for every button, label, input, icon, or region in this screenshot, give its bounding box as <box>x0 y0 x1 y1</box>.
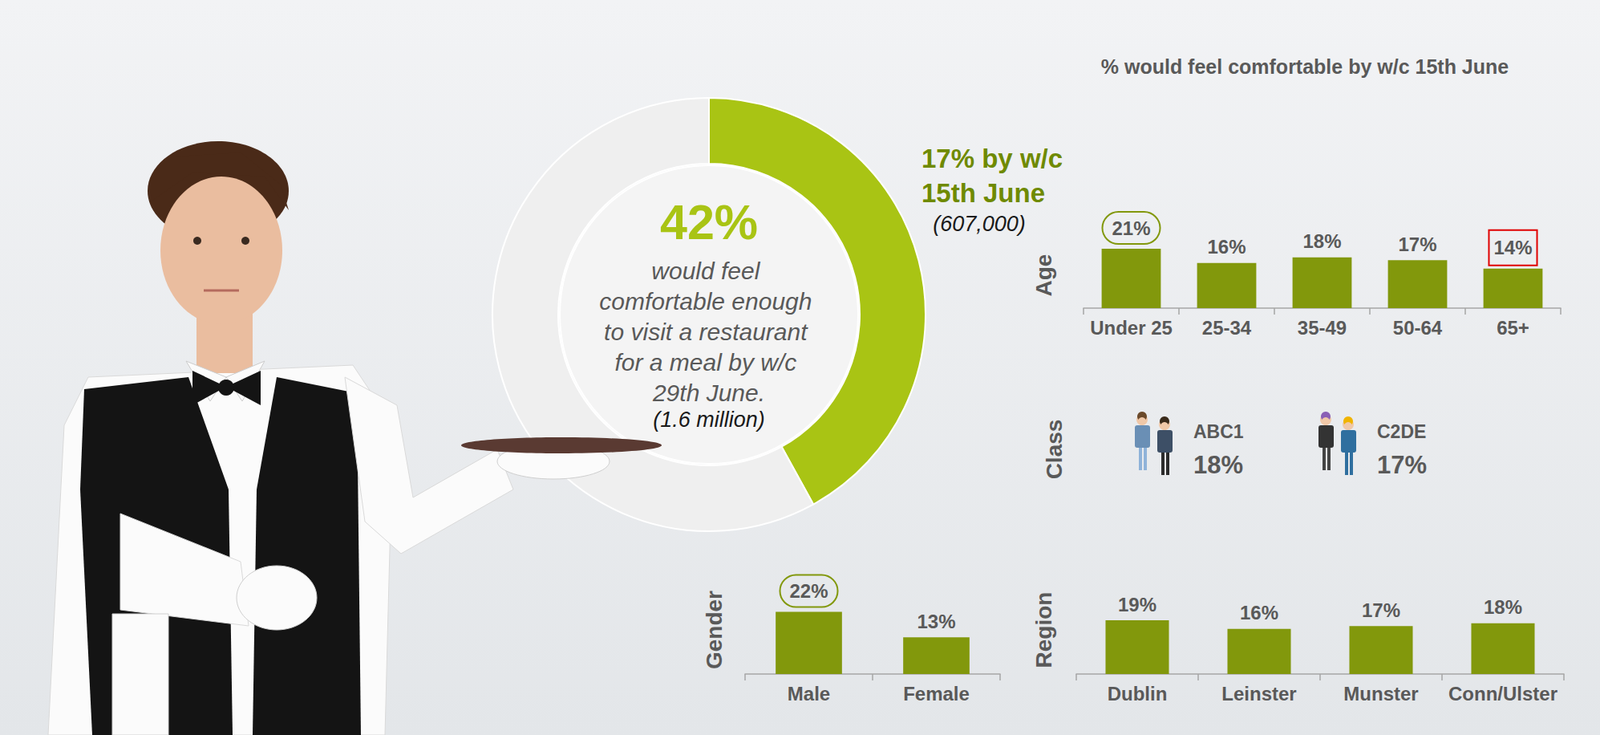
svg-text:15th June: 15th June <box>921 178 1046 208</box>
svg-text:16%: 16% <box>1207 235 1246 258</box>
svg-text:% would feel comfortable by w/: % would feel comfortable by w/c 15th Jun… <box>1101 55 1510 78</box>
svg-text:29th June.: 29th June. <box>652 379 766 406</box>
svg-text:17%: 17% <box>1377 450 1427 479</box>
svg-text:Munster: Munster <box>1343 682 1418 705</box>
svg-text:Region: Region <box>1031 591 1057 669</box>
svg-text:ABC1: ABC1 <box>1193 421 1244 442</box>
svg-text:Age: Age <box>1031 254 1057 297</box>
svg-text:C2DE: C2DE <box>1377 421 1426 442</box>
svg-text:35-49: 35-49 <box>1297 316 1347 339</box>
svg-text:50-64: 50-64 <box>1393 316 1443 339</box>
svg-text:to visit a restaurant: to visit a restaurant <box>603 318 815 345</box>
svg-text:65+: 65+ <box>1496 316 1530 339</box>
svg-text:comfortable enough: comfortable enough <box>599 287 819 315</box>
svg-text:Conn/Ulster: Conn/Ulster <box>1448 682 1558 705</box>
svg-text:18%: 18% <box>1483 595 1523 618</box>
svg-text:(607,000): (607,000) <box>932 211 1026 236</box>
svg-text:would feel: would feel <box>651 257 766 284</box>
svg-text:Male: Male <box>787 682 831 705</box>
svg-text:Under 25: Under 25 <box>1089 316 1173 339</box>
svg-text:18%: 18% <box>1193 450 1244 479</box>
svg-text:25-34: 25-34 <box>1202 316 1252 339</box>
svg-text:17%: 17% <box>1397 233 1437 256</box>
svg-text:Gender: Gender <box>701 590 727 669</box>
svg-text:17% by w/c: 17% by w/c <box>921 143 1070 174</box>
svg-text:17%: 17% <box>1361 599 1401 621</box>
svg-text:Female: Female <box>903 682 970 705</box>
svg-text:19%: 19% <box>1117 593 1157 616</box>
svg-text:16%: 16% <box>1239 601 1279 624</box>
svg-text:42%: 42% <box>660 194 758 250</box>
svg-text:Dublin: Dublin <box>1107 682 1168 705</box>
svg-text:for a meal by w/c: for a meal by w/c <box>614 348 803 376</box>
svg-text:(1.6 million): (1.6 million) <box>652 407 766 432</box>
svg-text:14%: 14% <box>1493 236 1532 259</box>
svg-text:Leinster: Leinster <box>1221 682 1297 705</box>
svg-text:21%: 21% <box>1111 217 1151 239</box>
svg-text:13%: 13% <box>916 610 956 632</box>
svg-text:Class: Class <box>1041 419 1067 480</box>
svg-text:18%: 18% <box>1302 230 1341 252</box>
svg-text:22%: 22% <box>789 579 828 602</box>
